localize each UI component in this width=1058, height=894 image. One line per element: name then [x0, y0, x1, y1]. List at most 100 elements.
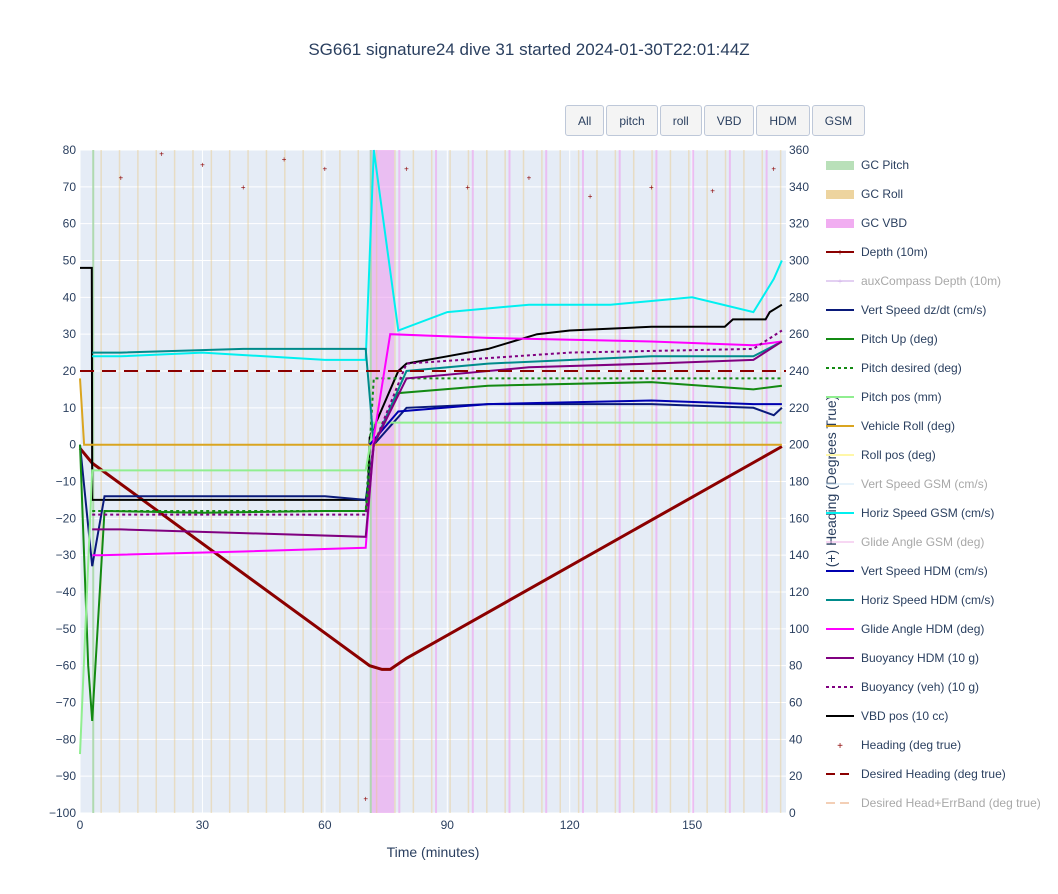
- y-tick-label: 70: [63, 180, 77, 194]
- legend-item[interactable]: Pitch desired (deg): [826, 361, 962, 375]
- gc-roll-band: [173, 150, 176, 813]
- legend-label: Vert Speed HDM (cm/s): [861, 564, 988, 578]
- legend-label: Horiz Speed GSM (cm/s): [861, 506, 994, 520]
- y2-tick-label: 0: [789, 806, 796, 820]
- legend-item[interactable]: Vehicle Roll (deg): [826, 419, 955, 433]
- heading-marker: +: [649, 183, 654, 192]
- buoyancy-veh-10-g-line: [92, 329, 783, 516]
- legend-label: Depth (10m): [861, 245, 928, 259]
- gc-vbd-band: [545, 150, 548, 813]
- legend-label: Glide Angle HDM (deg): [861, 622, 984, 636]
- gc-roll-band: [614, 150, 617, 813]
- depth-10m-line: [78, 445, 783, 671]
- chart-title: SG661 signature24 dive 31 started 2024-0…: [308, 40, 750, 59]
- legend-label: Heading (deg true): [861, 738, 961, 752]
- legend-item[interactable]: Vert Speed GSM (cm/s): [826, 477, 988, 491]
- legend-item[interactable]: Roll pos (deg): [826, 448, 936, 462]
- y2-tick-label: 60: [789, 696, 803, 710]
- heading-marker: +: [771, 164, 776, 173]
- y2-tick-label: 280: [789, 290, 809, 304]
- legend-item[interactable]: Pitch pos (mm): [826, 390, 942, 404]
- gc-roll-band: [743, 150, 745, 813]
- roll-button[interactable]: roll: [659, 105, 702, 136]
- legend-label: Buoyancy (veh) (10 g): [861, 680, 979, 694]
- gc-roll-band: [210, 150, 213, 813]
- gc-vbd-band: [728, 150, 731, 813]
- legend-item[interactable]: Desired Heading (deg true): [826, 767, 1006, 781]
- pitch-button[interactable]: pitch: [606, 105, 658, 136]
- gc-roll-band: [559, 150, 562, 813]
- legend-item[interactable]: Pitch Up (deg): [826, 332, 938, 346]
- x-tick-label: 0: [77, 818, 84, 832]
- hdm-button[interactable]: HDM: [756, 105, 810, 136]
- vert-speed-dz-dt-cm-s-line: [79, 403, 783, 567]
- all-button[interactable]: All: [565, 105, 605, 136]
- legend-item[interactable]: GC Roll: [826, 187, 903, 201]
- legend-label: Pitch Up (deg): [861, 332, 938, 346]
- legend-item[interactable]: Vert Speed HDM (cm/s): [826, 564, 988, 578]
- gc-roll-band: [137, 150, 139, 813]
- y2-tick-label: 120: [789, 585, 809, 599]
- legend-label: VBD pos (10 cc): [861, 709, 948, 723]
- legend-item[interactable]: + auxCompass Depth (10m): [826, 274, 1001, 288]
- heading-marker: +: [118, 174, 123, 183]
- x-axis-title: Time (minutes): [387, 844, 480, 860]
- y-tick-label: −50: [56, 622, 77, 636]
- y2-tick-label: 260: [789, 327, 809, 341]
- legend-item[interactable]: Glide Angle HDM (deg): [826, 622, 984, 636]
- vert-speed-hdm-cm-s-line: [368, 399, 782, 446]
- gsm-button[interactable]: GSM: [811, 105, 866, 136]
- gc-roll-band: [669, 150, 672, 813]
- gc-roll-band: [155, 150, 157, 813]
- y-tick-label: 50: [63, 254, 77, 268]
- gc-roll-band: [228, 150, 231, 813]
- y2-tick-label: 340: [789, 180, 809, 194]
- y-tick-label: −90: [56, 769, 77, 783]
- gc-vbd-band: [398, 150, 401, 813]
- legend-item[interactable]: Vert Speed dz/dt (cm/s): [826, 303, 986, 317]
- gc-roll-band: [339, 150, 341, 813]
- legend-label: auxCompass Depth (10m): [861, 274, 1001, 288]
- gc-roll-band: [596, 150, 598, 813]
- gc-roll-band: [541, 150, 543, 813]
- gc-roll-band: [192, 150, 194, 813]
- gc-vbd-band: [435, 150, 438, 813]
- gc-vbd-band: [692, 150, 695, 813]
- gc-vbd-band: [508, 150, 511, 813]
- legend-item[interactable]: Buoyancy (veh) (10 g): [826, 680, 979, 694]
- legend-item[interactable]: Horiz Speed HDM (cm/s): [826, 593, 994, 607]
- gc-pitch-band: [92, 150, 95, 813]
- legend-item[interactable]: Horiz Speed GSM (cm/s): [826, 506, 994, 520]
- gc-roll-band: [577, 150, 580, 813]
- legend-item[interactable]: VBD pos (10 cc): [826, 709, 948, 723]
- heading-marker: +: [710, 187, 715, 196]
- trace-toggle-buttons: All pitch roll VBD HDM GSM: [565, 105, 867, 136]
- y2-tick-label: 220: [789, 401, 809, 415]
- legend-item[interactable]: GC VBD: [826, 216, 907, 230]
- legend-item[interactable]: + Heading (deg true): [837, 738, 961, 752]
- y-tick-label: −20: [56, 511, 77, 525]
- gc-roll-band: [467, 150, 470, 813]
- legend-item[interactable]: GC Pitch: [826, 158, 909, 172]
- pitch-up-deg-line: [79, 381, 783, 721]
- legend-label: Pitch pos (mm): [861, 390, 942, 404]
- heading-marker: +: [588, 192, 593, 201]
- y-tick-label: 30: [63, 327, 77, 341]
- legend-label: Horiz Speed HDM (cm/s): [861, 593, 994, 607]
- y-tick-label: −60: [56, 659, 77, 673]
- legend-item[interactable]: + Depth (10m): [826, 245, 928, 259]
- gc-vbd-band: [655, 150, 658, 813]
- legend-item[interactable]: Desired Head+ErrBand (deg true): [826, 796, 1041, 810]
- vehicle-roll-deg-line: [79, 378, 782, 446]
- vbd-button[interactable]: VBD: [703, 105, 755, 136]
- gc-roll-band: [706, 150, 708, 813]
- gc-roll-band: [118, 150, 121, 813]
- gc-roll-band: [247, 150, 249, 813]
- legend-item[interactable]: Buoyancy HDM (10 g): [826, 651, 979, 665]
- glide-angle-hdm-deg-line: [92, 333, 783, 557]
- y2-tick-label: 100: [789, 622, 809, 636]
- legend-swatch: [826, 219, 854, 228]
- legend-item[interactable]: Glide Angle GSM (deg): [826, 535, 984, 549]
- y-tick-label: 10: [63, 401, 77, 415]
